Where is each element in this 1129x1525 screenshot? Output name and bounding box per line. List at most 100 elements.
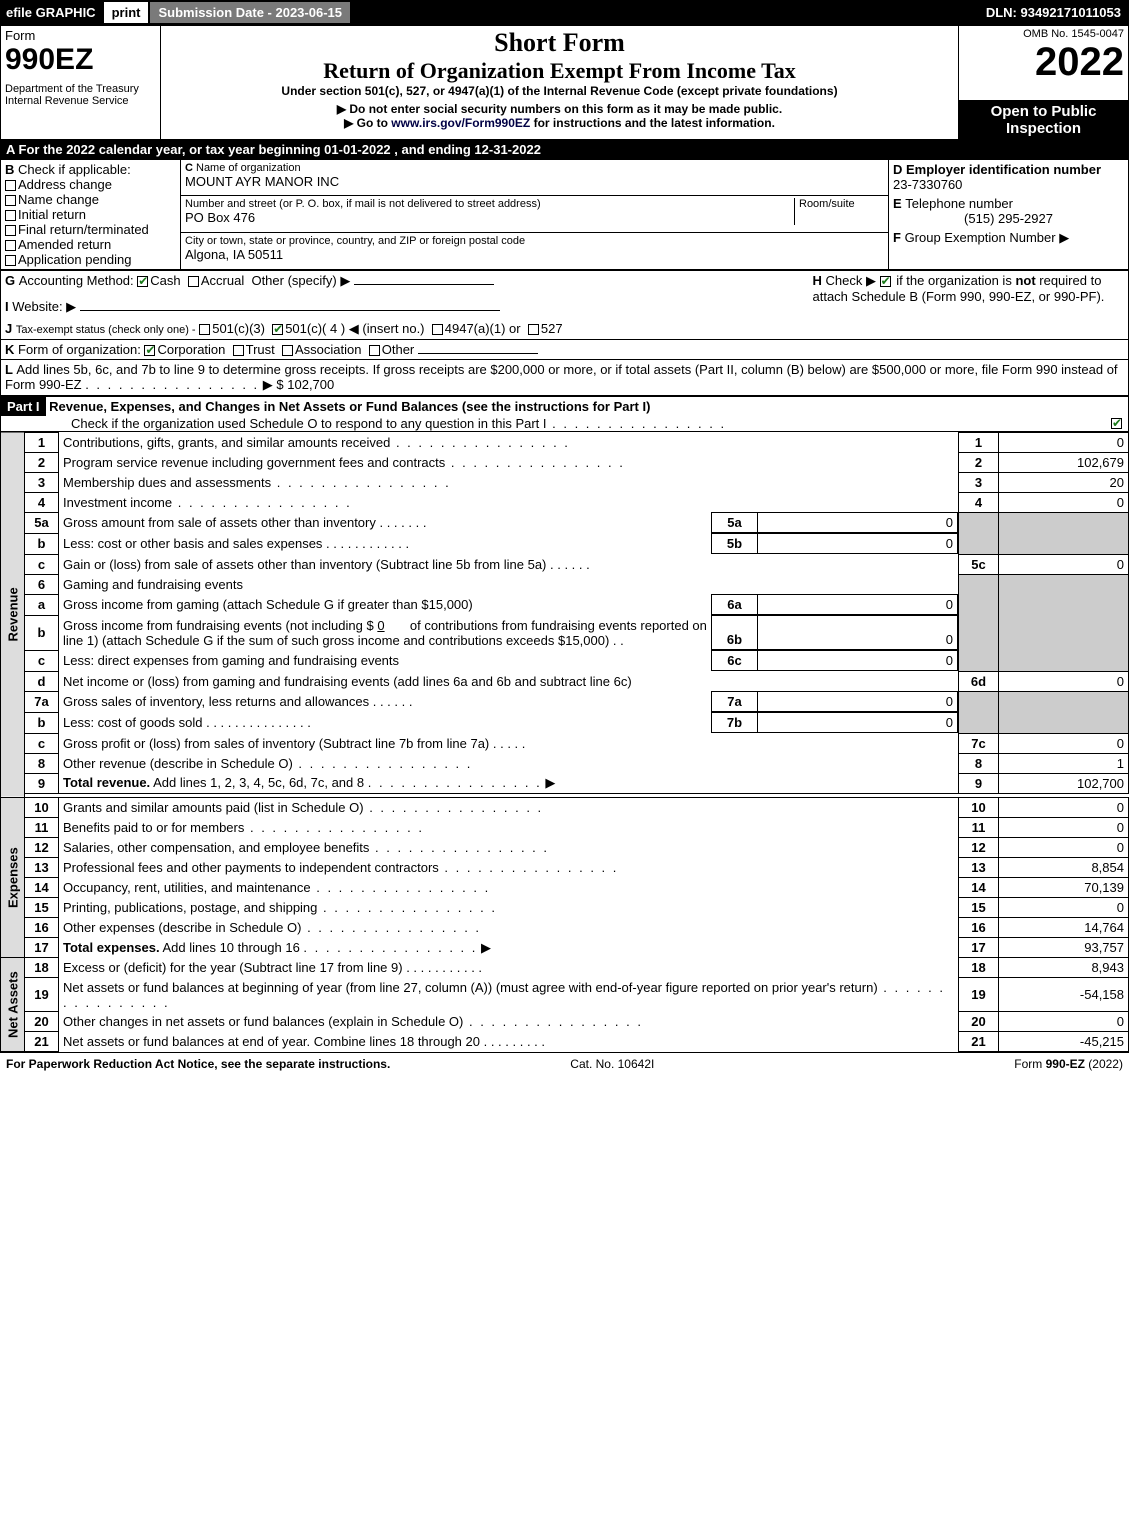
chk-application-pending[interactable]	[5, 255, 16, 266]
other-specify-input[interactable]	[354, 284, 494, 285]
chk-501c[interactable]	[272, 324, 283, 335]
chk-4947[interactable]	[432, 324, 443, 335]
ln-6d-v: 0	[999, 671, 1129, 691]
opt-final-return: Final return/terminated	[18, 222, 149, 237]
ein-value: 23-7330760	[893, 177, 1124, 192]
ln-5b-v: 0	[758, 534, 958, 554]
chk-initial-return[interactable]	[5, 210, 16, 221]
d-label: Employer identification number	[906, 162, 1101, 177]
footer-left: For Paperwork Reduction Act Notice, see …	[6, 1057, 390, 1071]
ln-14-text: Occupancy, rent, utilities, and maintena…	[63, 880, 311, 895]
chk-schedule-o[interactable]	[1111, 418, 1122, 429]
opt-trust: Trust	[246, 342, 275, 357]
arrow-icon: ▶	[1059, 230, 1069, 245]
tax-year: 2022	[963, 40, 1124, 85]
chk-name-change[interactable]	[5, 195, 16, 206]
ln-15-n: 15	[959, 898, 999, 918]
l-value: $ 102,700	[276, 377, 334, 392]
ln-5a-text: Gross amount from sale of assets other t…	[63, 515, 376, 530]
ln-21-v: -45,215	[999, 1032, 1129, 1052]
entity-block: B Check if applicable: Address change Na…	[0, 159, 1129, 270]
title-return: Return of Organization Exempt From Incom…	[165, 58, 954, 84]
ln-20-text: Other changes in net assets or fund bala…	[63, 1014, 463, 1029]
ln-4-v: 0	[999, 492, 1129, 512]
ln-1: 1	[25, 432, 59, 452]
chk-501c3[interactable]	[199, 324, 210, 335]
chk-527[interactable]	[528, 324, 539, 335]
opt-527: 527	[541, 321, 563, 336]
top-bar: efile GRAPHIC print Submission Date - 20…	[0, 0, 1129, 25]
chk-amended-return[interactable]	[5, 240, 16, 251]
ln-19-n: 19	[959, 978, 999, 1012]
ln-2-n: 2	[959, 452, 999, 472]
ln-18-text: Excess or (deficit) for the year (Subtra…	[63, 960, 403, 975]
ln-2-v: 102,679	[999, 452, 1129, 472]
chk-assoc[interactable]	[282, 345, 293, 356]
ln-16-text: Other expenses (describe in Schedule O)	[63, 920, 301, 935]
chk-corp[interactable]	[144, 345, 155, 356]
form-number: 990EZ	[5, 43, 156, 77]
chk-address-change[interactable]	[5, 180, 16, 191]
ln-21-text: Net assets or fund balances at end of ye…	[63, 1034, 480, 1049]
ln-11-text: Benefits paid to or for members	[63, 820, 244, 835]
ln-8-n: 8	[959, 753, 999, 773]
ln-5c-text: Gain or (loss) from sale of assets other…	[63, 557, 546, 572]
part-i-title: Revenue, Expenses, and Changes in Net As…	[49, 399, 650, 414]
opt-application-pending: Application pending	[18, 252, 131, 267]
ln-5c-n: 5c	[959, 554, 999, 574]
line-a: A For the 2022 calendar year, or tax yea…	[0, 140, 1129, 159]
chk-accrual[interactable]	[188, 276, 199, 287]
ln-6c-n: 6c	[712, 651, 758, 671]
irs-link[interactable]: www.irs.gov/Form990EZ	[391, 116, 530, 130]
note-goto: Go to www.irs.gov/Form990EZ for instruct…	[357, 116, 775, 130]
website-input[interactable]	[80, 310, 500, 311]
opt-assoc: Association	[295, 342, 361, 357]
opt-initial-return: Initial return	[18, 207, 86, 222]
ln-18-v: 8,943	[999, 958, 1129, 978]
other-org-input[interactable]	[418, 353, 538, 354]
ln-13-v: 8,854	[999, 858, 1129, 878]
ln-5b-text: Less: cost or other basis and sales expe…	[63, 536, 322, 551]
dln-label: DLN: 93492171011053	[978, 0, 1129, 25]
omb-number: OMB No. 1545-0047	[963, 28, 1124, 40]
ln-10-n: 10	[959, 798, 999, 818]
ln-19-v: -54,158	[999, 978, 1129, 1012]
city-value: Algona, IA 50511	[185, 247, 884, 262]
ln-4-n: 4	[959, 492, 999, 512]
ln-3-v: 20	[999, 472, 1129, 492]
dots	[547, 416, 727, 431]
chk-cash[interactable]	[137, 276, 148, 287]
section-expenses: Expenses	[1, 798, 25, 958]
addr-label: Number and street (or P. O. box, if mail…	[185, 198, 794, 210]
k-label: Form of organization:	[18, 342, 141, 357]
opt-cash: Cash	[150, 273, 180, 288]
print-button[interactable]: print	[104, 2, 149, 23]
ln-2-text: Program service revenue including govern…	[63, 455, 445, 470]
chk-h[interactable]	[880, 276, 891, 287]
f-label: Group Exemption Number	[905, 230, 1056, 245]
phone-value: (515) 295-2927	[893, 211, 1124, 226]
ln-8-text: Other revenue (describe in Schedule O)	[63, 756, 293, 771]
ln-21-n: 21	[959, 1032, 999, 1052]
ln-19-text: Net assets or fund balances at beginning…	[63, 980, 878, 995]
ln-17-v: 93,757	[999, 938, 1129, 958]
ln-3-text: Membership dues and assessments	[63, 475, 271, 490]
ghijkl-block: G Accounting Method: Cash Accrual Other …	[0, 270, 1129, 396]
arrow-icon: ▶	[344, 116, 357, 130]
title-short-form: Short Form	[165, 28, 954, 58]
chk-final-return[interactable]	[5, 225, 16, 236]
ln-12-v: 0	[999, 838, 1129, 858]
ln-13-n: 13	[959, 858, 999, 878]
ln-6a-v: 0	[758, 595, 958, 615]
opt-501c: 501(c)( 4 ) ◀ (insert no.)	[285, 321, 424, 336]
ln-10-text: Grants and similar amounts paid (list in…	[63, 800, 364, 815]
ln-13-text: Professional fees and other payments to …	[63, 860, 439, 875]
footer-mid: Cat. No. 10642I	[570, 1057, 654, 1071]
section-netassets: Net Assets	[1, 958, 25, 1052]
chk-other-org[interactable]	[369, 345, 380, 356]
chk-trust[interactable]	[233, 345, 244, 356]
dept-label: Department of the Treasury Internal Reve…	[5, 83, 156, 107]
footer-right: Form 990-EZ (2022)	[1014, 1057, 1123, 1071]
ln-7b-n: 7b	[712, 713, 758, 733]
ln-6-text: Gaming and fundraising events	[59, 574, 959, 594]
